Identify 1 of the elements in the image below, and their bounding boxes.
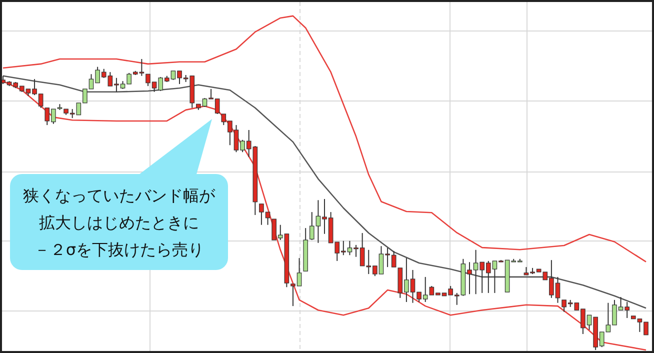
annotation: 狭くなっていたバンド幅が拡大しはじめたときに－２σを下抜けたら売り xyxy=(23,186,216,259)
